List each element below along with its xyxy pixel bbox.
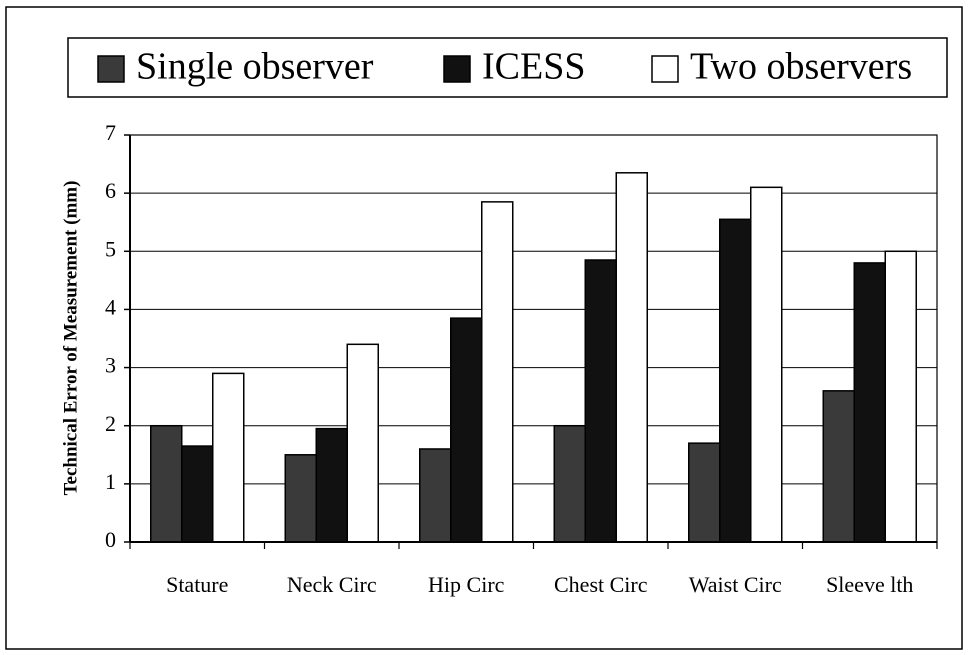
bar <box>481 201 514 543</box>
y-tick-label: 6 <box>105 178 116 203</box>
bar <box>315 427 348 543</box>
x-tick-label: Neck Circ <box>287 572 377 597</box>
y-tick-label: 0 <box>105 527 116 552</box>
x-tick-label: Chest Circ <box>554 572 648 597</box>
y-tick-label: 4 <box>105 294 116 319</box>
bar <box>750 186 783 543</box>
x-tick-label: Stature <box>166 572 228 597</box>
bar <box>822 390 855 543</box>
legend-swatch <box>97 55 125 83</box>
bar <box>615 172 648 543</box>
y-tick-label: 7 <box>105 120 116 145</box>
legend-swatch <box>651 55 679 83</box>
bar <box>419 448 452 543</box>
bar <box>346 343 379 543</box>
bar <box>584 259 617 543</box>
x-tick-label: Hip Circ <box>428 572 505 597</box>
legend-label: Single observer <box>136 46 374 88</box>
legend-frame <box>67 37 948 98</box>
y-axis-label: Technical Error of Measurement (mm) <box>60 181 81 496</box>
y-tick-label: 1 <box>105 469 116 494</box>
y-tick-label: 5 <box>105 236 116 261</box>
legend-swatch <box>443 55 471 83</box>
bar <box>450 317 483 543</box>
x-tick-label: Sleeve lth <box>826 572 913 597</box>
bar <box>181 445 214 543</box>
bar <box>150 424 183 543</box>
x-tick-label: Waist Circ <box>689 572 782 597</box>
legend-label: Two observers <box>690 46 912 88</box>
bar <box>688 442 721 543</box>
y-tick-label: 2 <box>105 411 116 436</box>
bar <box>853 262 886 543</box>
y-tick-label: 3 <box>105 353 116 378</box>
bar <box>719 218 752 543</box>
legend-label: ICESS <box>482 46 585 88</box>
bar <box>884 250 917 543</box>
bar <box>284 454 317 543</box>
bar <box>212 372 245 543</box>
bar <box>553 424 586 543</box>
